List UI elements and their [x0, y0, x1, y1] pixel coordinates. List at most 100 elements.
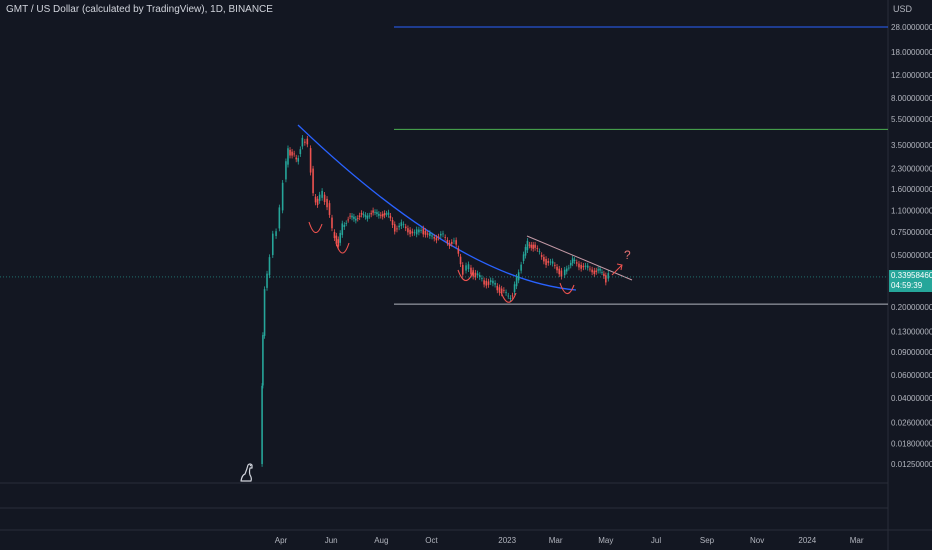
candle-body: [586, 265, 589, 268]
price-tick-5: 3.50000000: [891, 141, 932, 150]
candle-body: [437, 236, 440, 238]
drawings[interactable]: [0, 221, 888, 303]
candle-body: [261, 385, 263, 464]
candle-body: [498, 287, 501, 293]
candle-body: [563, 269, 566, 276]
candle-body: [435, 237, 438, 241]
candle-body: [457, 248, 460, 254]
candle-body: [293, 153, 295, 155]
candle-body: [295, 157, 298, 160]
candle-body: [326, 198, 328, 208]
price-axis-unit: USD: [893, 4, 913, 14]
time-tick-8: Sep: [700, 536, 715, 545]
candle-body: [470, 267, 472, 275]
candle-body: [534, 244, 536, 248]
candle-body: [297, 158, 300, 162]
candle-body: [551, 261, 554, 264]
candle-body: [281, 182, 284, 211]
candle-body: [299, 149, 302, 155]
candle-body: [569, 262, 572, 266]
bottom-arc-0[interactable]: [308, 221, 323, 234]
candle-body: [381, 213, 384, 217]
candle-body: [335, 235, 338, 244]
candle-body: [601, 271, 603, 273]
time-tick-5: Mar: [549, 536, 563, 545]
candle-body: [528, 244, 531, 246]
candle-body: [472, 270, 474, 277]
candle-body: [287, 148, 289, 165]
time-tick-3: Oct: [425, 536, 438, 545]
candle-body: [595, 270, 598, 272]
candle-body: [538, 251, 541, 253]
time-tick-9: Nov: [750, 536, 764, 545]
candle-body: [593, 270, 596, 275]
trend-curve[interactable]: [297, 124, 577, 291]
price-tick-12: 0.20000000: [891, 303, 932, 312]
candle-body: [532, 244, 534, 249]
candle-body: [496, 285, 499, 291]
candle-body: [485, 280, 488, 286]
breakout-arrow[interactable]: [611, 264, 623, 276]
candle-body: [314, 196, 317, 203]
candle-body: [509, 297, 512, 300]
candle-body: [306, 138, 309, 145]
candle-body: [505, 292, 507, 294]
time-tick-7: Jul: [651, 536, 661, 545]
candle-body: [379, 214, 382, 216]
time-tick-10: 2024: [798, 536, 816, 545]
candle-body: [321, 190, 323, 198]
candle-body: [517, 272, 520, 281]
candle-body: [465, 265, 467, 271]
candle-body: [404, 226, 407, 229]
candle-body: [370, 213, 372, 215]
candle-body: [503, 289, 505, 291]
candle-body: [407, 228, 409, 233]
bottom-arc-1[interactable]: [335, 242, 350, 254]
time-tick-11: Mar: [850, 536, 864, 545]
candle-body: [415, 229, 418, 235]
candle-body: [353, 216, 355, 219]
candle-body: [418, 229, 420, 233]
candle-body: [578, 263, 580, 268]
price-tick-14: 0.09000000: [891, 348, 932, 357]
price-tick-9: 0.75000000: [891, 228, 932, 237]
candle-body: [312, 168, 314, 194]
candle-body: [426, 233, 429, 235]
candle-body: [524, 246, 527, 256]
candle-body: [318, 194, 321, 201]
bottom-arc-2[interactable]: [457, 269, 474, 282]
candle-body: [573, 259, 576, 261]
candle-body: [568, 267, 570, 269]
candle-body: [349, 215, 351, 217]
candle-body: [337, 239, 340, 247]
candle-body: [467, 264, 470, 270]
candle-body: [556, 266, 558, 271]
candle-body: [271, 233, 274, 256]
candle-body: [355, 218, 357, 221]
candle-body: [530, 244, 533, 248]
current-price-value: 0.33958460: [891, 271, 932, 280]
time-tick-6: May: [598, 536, 613, 545]
candle-body: [387, 212, 390, 215]
candle-body: [372, 210, 374, 213]
candle-body: [575, 262, 578, 264]
candle-body: [323, 194, 326, 202]
question-mark-annotation: ?: [624, 248, 631, 262]
candle-body: [345, 223, 348, 224]
candle-body: [549, 261, 552, 263]
descending-curve[interactable]: [297, 124, 577, 291]
price-tick-1: 18.00000000: [891, 48, 932, 57]
candle-body: [543, 257, 545, 262]
bottom-arc-3[interactable]: [500, 291, 517, 303]
candle-body: [331, 217, 333, 229]
horizontal-levels[interactable]: [394, 26, 888, 305]
candle-body: [459, 256, 462, 265]
candle-body: [378, 213, 380, 216]
candle-body: [362, 214, 365, 215]
candle-body: [301, 137, 304, 147]
candle-body: [400, 222, 403, 227]
candle-body: [429, 233, 431, 236]
bottom-arc-4[interactable]: [559, 282, 575, 295]
candle-body: [526, 240, 529, 251]
